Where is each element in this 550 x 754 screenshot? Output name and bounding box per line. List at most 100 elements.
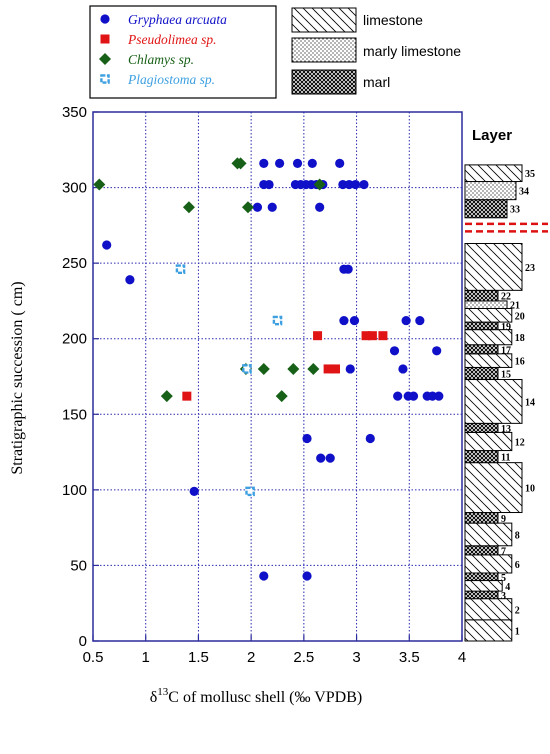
y-tick-label: 350 [62,104,87,121]
layer-14-label: 14 [525,397,535,408]
x-tick-label: 4 [458,649,466,666]
layer-6-label: 6 [515,560,520,571]
x-tick-label: 1.5 [188,649,209,666]
layer-8 [464,522,513,547]
plagiostoma-sp-legend-marker [100,74,110,84]
pseudolimea-sp-point [367,331,377,341]
limestone-swatch [291,7,357,33]
layer-33-label: 33 [510,205,520,216]
gryphaea-arcuata-point [339,315,349,326]
x-axis: 0.5 1 1.5 2 2.5 3 3.5 4 [83,635,466,666]
gryphaea-arcuata-legend-marker [100,14,110,24]
marly-limestone-swatch [291,37,357,63]
pseudolimea-sp-legend-label: Pseudolimea sp. [127,32,217,47]
layer-1-label: 1 [515,626,520,637]
gryphaea-arcuata-point [393,391,403,401]
gryphaea-arcuata-point [359,179,369,190]
gryphaea-arcuata-point [350,179,361,190]
pseudolimea-sp-point [361,331,371,341]
layer-19-label: 19 [501,322,511,333]
plagiostoma-sp-legend-label: Plagiostoma sp. [127,72,215,87]
y-tick-label: 200 [62,331,87,348]
gryphaea-arcuata-point [398,364,408,374]
layer-10 [464,462,523,514]
chlamys-sp-point [241,201,254,214]
gryphaea-arcuata-point [302,571,312,581]
layer-5-label: 5 [501,573,506,584]
gryphaea-arcuata-point [102,240,112,250]
chlamys-sp-point [307,362,320,375]
gryphaea-arcuata-point [345,364,355,374]
x-tick-label: 2 [247,649,255,666]
lithology-legend: limestone marly limestone marl [291,7,461,95]
layer-23-label: 23 [525,263,535,274]
layer-2-label: 2 [515,605,520,616]
chlamys-sp-point [257,362,270,375]
chlamys-sp-legend-marker [99,53,111,65]
y-tick-label: 50 [70,557,87,574]
gryphaea-arcuata-point [432,346,442,356]
layer-17 [464,344,499,355]
layer-19 [464,321,499,331]
layer-3 [464,590,499,600]
layer-35 [464,164,523,183]
layer-20-label: 20 [515,311,525,322]
layer-9 [464,512,499,524]
chlamys-sp-point [275,390,288,403]
plagiostoma-sp-point [272,315,283,326]
x-axis-label: δ13C of mollusc shell (‰ VPDB) [150,686,362,706]
layer-10-label: 10 [525,484,535,495]
gryphaea-arcuata-point [259,158,269,168]
layer-11 [464,450,499,464]
plagiostoma-sp-point [242,364,252,374]
grid [93,112,462,641]
chlamys-sp-point [287,362,300,375]
pseudolimea-sp-legend-marker [100,34,110,44]
gryphaea-arcuata-point [292,158,303,168]
gryphaea-arcuata-point [125,275,135,285]
layer-4 [464,580,503,592]
layer-7-label: 7 [501,546,506,557]
layer-17-label: 17 [501,345,511,356]
y-tick-label: 150 [62,406,87,423]
layer-35-label: 35 [525,169,535,180]
layer-20 [464,307,513,323]
y-tick-label: 100 [62,482,87,499]
y-tick-label: 300 [62,180,87,197]
chlamys-sp-point [182,201,195,214]
layer-5 [464,572,499,582]
plagiostoma-sp-point [245,486,255,497]
gryphaea-arcuata-point [434,391,444,401]
legend: Gryphaea arcuata Pseudolimea sp. Chlamys s… [89,5,277,99]
x-tick-label: 3.5 [399,649,420,666]
chlamys-sp-legend-label: Chlamys sp. [128,52,194,67]
gryphaea-arcuata-point [338,179,348,190]
x-tick-label: 0.5 [83,649,104,666]
layer-3-label: 3 [501,591,506,602]
gryphaea-arcuata-point [325,453,335,463]
layer-13-label: 13 [501,424,511,435]
pseudolimea-sp-point [313,331,323,341]
gryphaea-arcuata-point [302,433,312,444]
layer-15 [464,366,499,381]
layer-34-label: 34 [519,187,529,198]
pseudolimea-sp-point [330,364,340,374]
layer-12-label: 12 [515,437,525,448]
layer-21-label: 21 [510,301,520,312]
gryphaea-arcuata-point [349,315,360,326]
gryphaea-arcuata-point [259,571,269,581]
limestone-label: limestone [363,12,423,28]
layer-18-label: 18 [515,333,525,344]
gryphaea-arcuata-point [307,158,317,168]
gryphaea-arcuata-point [252,202,263,212]
data-points [93,157,444,581]
layer-9-label: 9 [501,514,506,525]
x-tick-label: 2.5 [293,649,314,666]
chlamys-sp-point [160,390,173,403]
pseudolimea-sp-point [323,364,333,374]
gryphaea-arcuata-point [267,202,277,212]
layer-22-label: 22 [501,292,511,303]
gryphaea-arcuata-point [401,315,411,326]
layer-23 [464,242,523,291]
